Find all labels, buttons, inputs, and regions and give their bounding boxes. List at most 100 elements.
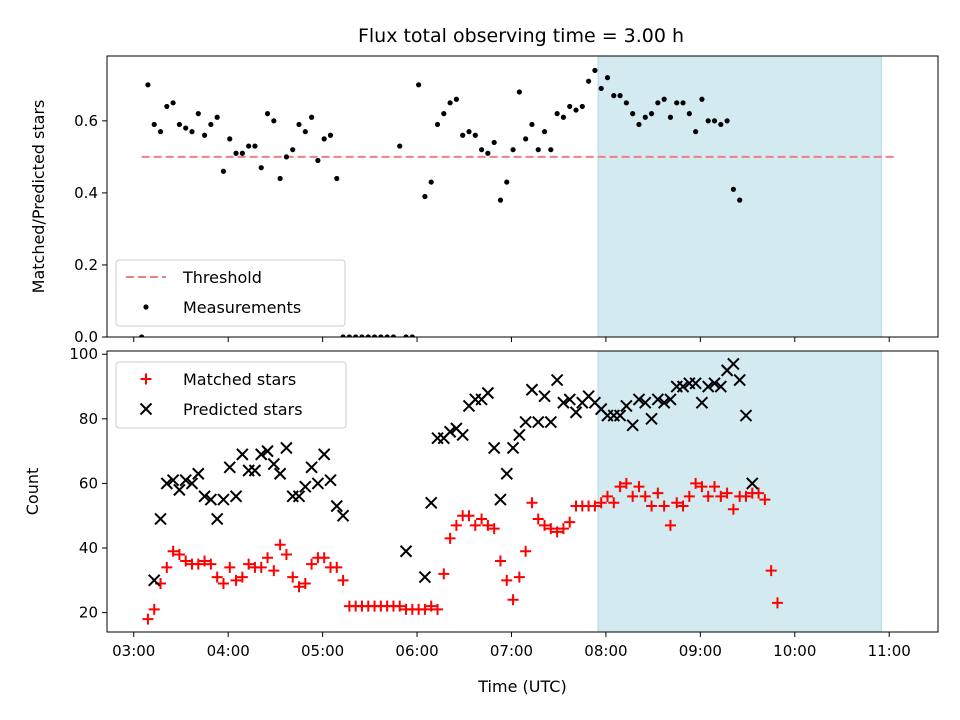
data-point [478,147,485,153]
data-point [277,175,283,182]
data-point [501,574,513,586]
data-point [544,415,558,429]
data-point [309,114,315,120]
legend-marker [139,402,153,416]
legend-box [115,259,346,327]
data-point [305,461,318,474]
data-point [267,457,281,471]
data-point [693,129,699,135]
data-point [403,334,409,337]
data-point [248,464,262,477]
data-point [157,129,164,135]
data-point [327,132,334,138]
data-point [239,150,245,156]
data-point [201,132,208,138]
data-point [336,509,350,522]
data-point [538,390,551,403]
data-point [724,118,730,124]
data-point [759,494,771,506]
data-point [220,168,227,174]
data-point [702,380,715,393]
y-axis-label: Matched/Predicted stars [29,100,48,294]
data-point [416,82,422,88]
x-tick-label: 11:00 [868,642,911,660]
data-point [176,121,182,128]
data-point [160,477,174,490]
data-point [145,82,151,88]
data-point [608,497,620,509]
data-point [730,186,736,192]
data-point [611,93,617,99]
data-point [699,96,705,102]
data-point [733,373,746,387]
data-point [539,519,551,531]
data-point [296,121,302,128]
data-point [173,548,185,560]
legend-marker [140,373,152,385]
data-point [346,334,352,337]
legend-marker [143,304,149,310]
data-point [185,477,199,490]
data-point [674,100,680,106]
data-point [453,96,459,102]
data-point [255,561,267,573]
data-point [353,334,359,337]
data-point [695,396,709,409]
data-point [564,516,576,528]
data-point [646,500,658,512]
data-point [330,499,343,513]
data-point [504,179,510,185]
data-point [696,481,708,493]
data-point [273,467,287,480]
data-point [642,114,648,120]
data-point [198,490,211,503]
data-point [463,510,475,522]
data-point [161,561,173,573]
data-point [443,425,457,438]
data-point [604,75,611,81]
data-point [167,545,179,557]
data-point [359,334,365,337]
data-point [655,100,661,106]
data-point [639,396,652,409]
data-point [214,114,220,120]
data-point [488,523,500,535]
data-point [579,103,585,110]
x-tick-label: 08:00 [584,642,627,660]
data-point [154,512,167,526]
data-point [315,157,321,164]
x-tick-label: 05:00 [301,642,344,660]
data-point [689,377,702,390]
shaded-region [598,56,882,337]
data-point [139,334,145,337]
plot-area [142,351,882,632]
data-point [567,103,573,110]
y-tick-label: 80 [79,410,98,428]
data-point [255,448,268,461]
data-point [739,409,753,422]
data-point [550,373,564,387]
data-point [334,175,340,182]
data-point [705,118,711,124]
data-point [771,597,783,609]
data-point [280,441,293,455]
data-point [491,139,497,146]
data-point [444,532,456,544]
data-point [164,103,170,110]
data-point [317,448,331,461]
data-point [639,490,651,502]
data-point [246,143,252,149]
data-point [211,571,223,583]
data-point [422,193,428,200]
data-point [384,334,390,337]
x-axis-label: Time (UTC) [477,677,566,696]
data-point [633,481,645,493]
series-predicted-stars [148,357,759,587]
chart-title: Flux total observing time = 3.00 h [358,25,684,47]
data-point [560,114,567,120]
legend: Matched stars Predicted stars [115,361,347,429]
series-matched-stars [142,477,783,625]
data-point [397,143,403,149]
data-point [487,441,501,455]
data-point [264,111,271,117]
